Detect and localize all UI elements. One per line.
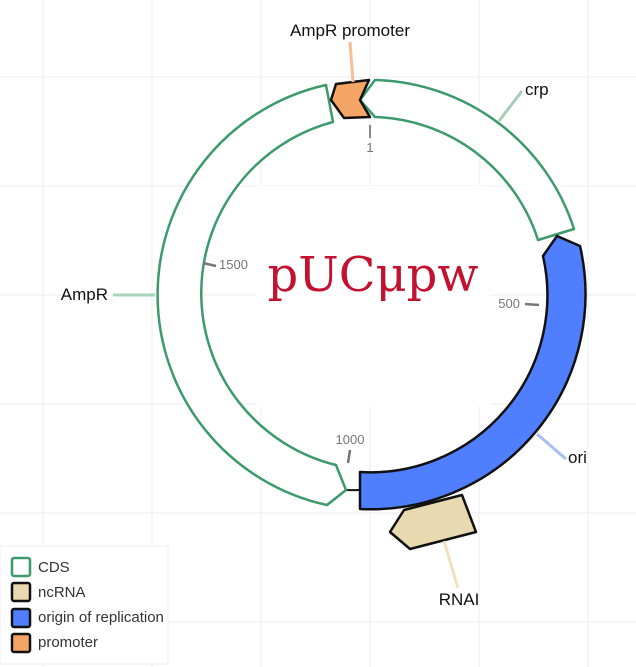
legend-swatch-cds (10, 556, 32, 578)
leader-line-rnai (442, 540, 460, 589)
feature-label-rnai: RNAI (439, 590, 480, 609)
feature-label-crp: crp (525, 80, 549, 99)
center-panel (256, 186, 490, 406)
feature-label-ori: ori (568, 448, 587, 467)
feature-label-ampr-promoter: AmpR promoter (290, 21, 410, 40)
legend-label-promoter: promoter (38, 634, 98, 651)
legend: CDS ncRNA origin of replication promoter (0, 545, 169, 665)
tick-mark-500 (524, 302, 540, 307)
tick-label-500: 500 (498, 296, 520, 311)
tick-mark-1000 (346, 449, 352, 464)
plasmid-name: pUCμpw (268, 247, 479, 303)
feature-arc-ampr-promoter (329, 78, 372, 120)
tick-label-1: 1 (366, 140, 373, 155)
feature-arc-crp (358, 78, 576, 242)
tick-label-1500: 1500 (219, 257, 248, 272)
feature-arc-ampr (156, 83, 348, 507)
feature-label-ampr: AmpR (61, 285, 108, 304)
tick-mark-1500 (202, 261, 217, 268)
leader-line-ori (536, 432, 567, 461)
legend-label-cds: CDS (38, 559, 70, 576)
feature-arc-ori (358, 234, 587, 511)
leader-line-crp (497, 90, 524, 122)
legend-label-ori: origin of replication (38, 609, 164, 626)
legend-label-ncrna: ncRNA (38, 584, 86, 601)
leader-line-ampr-promoter (348, 41, 355, 83)
feature-arc-rnai (388, 493, 478, 551)
tick-label-1000: 1000 (336, 432, 365, 447)
legend-swatch-ncrna (10, 581, 32, 603)
legend-swatch-ori (10, 607, 32, 629)
legend-swatch-promoter (10, 632, 32, 654)
